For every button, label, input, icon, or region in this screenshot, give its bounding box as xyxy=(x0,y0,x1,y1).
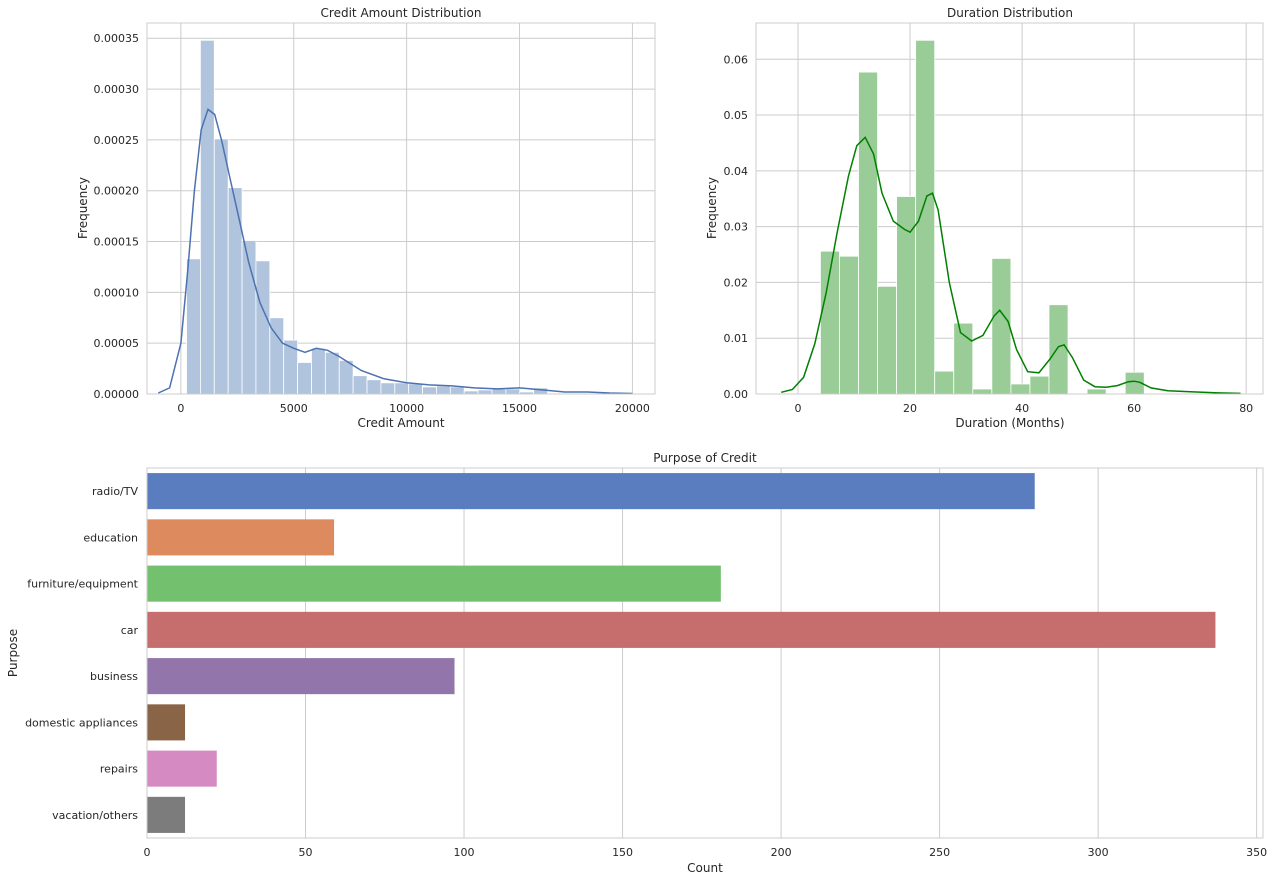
purpose-x-tick-label: 0 xyxy=(144,846,151,859)
duration-x-tick-label: 80 xyxy=(1239,402,1253,415)
duration-x-tick-label: 60 xyxy=(1127,402,1141,415)
duration-histogram-bar xyxy=(991,258,1012,395)
credit-amount-xlabel: Credit Amount xyxy=(357,416,444,430)
duration-histogram-bar xyxy=(877,285,898,395)
credit-amount-panel: Credit Amount Distribution 0 5000 10000 150… xyxy=(76,6,656,430)
credit-amount-y-tick-label: 0.00030 xyxy=(94,83,140,96)
credit-amount-x-tick-label: 20000 xyxy=(615,402,650,415)
purpose-bar xyxy=(147,704,186,741)
duration-kde-line xyxy=(781,136,1241,395)
credit-amount-histogram-bar xyxy=(297,362,312,395)
duration-y-tick-label: 0.01 xyxy=(724,332,749,345)
duration-x-tick-label: 20 xyxy=(903,402,917,415)
purpose-category-label: vacation/others xyxy=(52,809,138,822)
purpose-x-tick-label: 100 xyxy=(454,846,475,859)
credit-amount-histogram-bar xyxy=(491,388,507,395)
purpose-category-label: repairs xyxy=(100,763,138,776)
credit-amount-histogram-bar xyxy=(477,389,493,395)
credit-amount-y-tick-label: 0.00000 xyxy=(94,388,140,401)
duration-histogram-bar xyxy=(915,39,936,395)
credit-amount-histogram-bar xyxy=(366,379,382,395)
credit-amount-histogram-bar xyxy=(505,388,521,395)
credit-amount-y-tick-label: 0.00035 xyxy=(94,32,140,45)
duration-axes-frame xyxy=(755,22,1264,395)
purpose-x-tick-label: 300 xyxy=(1088,846,1109,859)
credit-amount-y-tick-label: 0.00010 xyxy=(94,286,140,299)
credit-amount-histogram-bar xyxy=(199,39,215,395)
purpose-category-label: radio/TV xyxy=(92,485,138,498)
purpose-title: Purpose of Credit xyxy=(653,451,757,465)
credit-amount-histogram-bar xyxy=(408,383,423,395)
duration-histogram-bar xyxy=(972,388,993,395)
purpose-category-label: domestic appliances xyxy=(25,716,138,729)
duration-histogram-bar xyxy=(934,370,955,395)
credit-amount-x-tick-label: 15000 xyxy=(502,402,537,415)
purpose-x-tick-label: 250 xyxy=(929,846,950,859)
duration-histogram-bar xyxy=(1048,304,1069,395)
duration-histogram-bar xyxy=(858,71,878,395)
duration-histogram-bar xyxy=(1086,388,1107,395)
duration-histogram-bar xyxy=(1010,383,1031,395)
purpose-x-tick-label: 150 xyxy=(612,846,633,859)
credit-amount-x-tick-label: 10000 xyxy=(389,402,424,415)
credit-amount-x-tick-label: 0 xyxy=(177,402,184,415)
purpose-xlabel: Count xyxy=(687,861,723,875)
duration-histogram-bar xyxy=(839,255,859,395)
duration-y-tick-label: 0.02 xyxy=(724,276,749,289)
duration-panel: Duration Distribution 0 20 40 60 80 0.00 0.01 0… xyxy=(705,6,1264,430)
credit-amount-y-tick-label: 0.00005 xyxy=(94,337,140,350)
purpose-bar xyxy=(147,473,1035,510)
credit-amount-y-tick-label: 0.00020 xyxy=(94,185,140,198)
credit-amount-histogram-bar xyxy=(311,347,326,395)
purpose-panel: Purpose of Credit 0 50 100 150 200 250 300 350 … xyxy=(6,451,1267,875)
purpose-x-tick-label: 50 xyxy=(299,846,313,859)
duration-y-tick-label: 0.06 xyxy=(724,53,749,66)
purpose-x-tick-label: 350 xyxy=(1246,846,1267,859)
purpose-bar xyxy=(147,519,335,556)
credit-amount-histogram-bar xyxy=(227,187,243,395)
credit-amount-histogram-bar xyxy=(380,382,396,395)
credit-amount-histogram-bar xyxy=(338,360,354,395)
credit-amount-y-tick-label: 0.00025 xyxy=(94,134,140,147)
duration-y-tick-label: 0.04 xyxy=(724,165,749,178)
duration-histogram-bar xyxy=(1029,375,1050,395)
credit-amount-histogram-bar xyxy=(186,258,201,395)
purpose-bar xyxy=(147,796,186,833)
duration-x-tick-label: 0 xyxy=(795,402,802,415)
credit-amount-kde-line xyxy=(157,108,633,395)
credit-amount-histogram-bar xyxy=(324,351,340,395)
credit-amount-histogram-bar xyxy=(422,386,437,395)
purpose-x-tick-label: 200 xyxy=(771,846,792,859)
credit-amount-histogram-bar xyxy=(436,385,451,395)
duration-x-tick-label: 40 xyxy=(1015,402,1029,415)
credit-amount-x-tick-label: 5000 xyxy=(280,402,308,415)
purpose-bar xyxy=(147,750,217,787)
duration-y-tick-label: 0.00 xyxy=(724,388,749,401)
credit-amount-ylabel: Frequency xyxy=(76,177,90,239)
credit-amount-histogram-bar xyxy=(394,382,410,395)
purpose-category-label: furniture/equipment xyxy=(27,578,138,591)
purpose-bar xyxy=(147,658,455,695)
credit-amount-histogram-bar xyxy=(255,260,271,395)
purpose-category-label: car xyxy=(121,624,139,637)
duration-y-tick-label: 0.05 xyxy=(724,109,749,122)
credit-amount-histogram-bar xyxy=(213,138,229,395)
duration-xlabel: Duration (Months) xyxy=(955,416,1064,430)
credit-amount-title: Credit Amount Distribution xyxy=(321,6,482,20)
credit-amount-histogram-bar xyxy=(352,375,368,395)
duration-ylabel: Frequency xyxy=(705,177,719,239)
purpose-ylabel: Purpose xyxy=(6,629,20,677)
purpose-bar xyxy=(147,565,721,602)
purpose-axes-frame xyxy=(146,467,1264,839)
purpose-bar xyxy=(147,611,1216,648)
duration-title: Duration Distribution xyxy=(947,6,1073,20)
credit-amount-axes-frame xyxy=(146,22,656,395)
credit-amount-y-tick-label: 0.00015 xyxy=(94,236,140,249)
duration-y-tick-label: 0.03 xyxy=(724,221,749,234)
purpose-category-label: education xyxy=(83,531,138,544)
purpose-category-label: business xyxy=(90,670,138,683)
credit-amount-histogram-bar xyxy=(449,386,465,395)
